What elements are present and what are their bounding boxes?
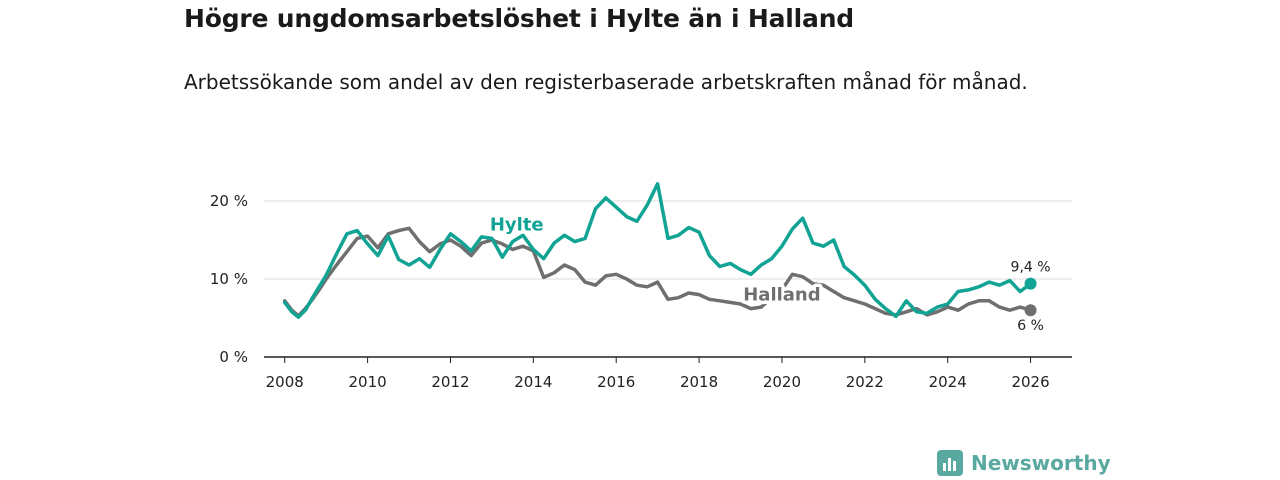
x-tick-label: 2008 (266, 373, 304, 391)
x-tick-label: 2022 (846, 373, 884, 391)
x-tick-label: 2012 (431, 373, 469, 391)
series-line-halland[interactable] (282, 226, 1033, 318)
x-tick-label: 2018 (680, 373, 718, 391)
x-tick-label: 2020 (763, 373, 801, 391)
x-tick-label: 2026 (1011, 373, 1049, 391)
series-end-value-hylte: 9,4 % (1011, 260, 1051, 276)
series-end-point-halland[interactable] (1024, 304, 1037, 317)
chart-subtitle: Arbetssökande som andel av den registerb… (184, 70, 1028, 94)
chart-title: Högre ungdomsarbetslöshet i Hylte än i H… (184, 4, 854, 33)
series-label-hylte: Hylte (490, 214, 544, 235)
brand-name: Newsworthy (971, 451, 1111, 475)
x-tick-label: 2024 (929, 373, 967, 391)
bar-chart-icon (937, 450, 963, 476)
x-tick-label: 2010 (348, 373, 386, 391)
x-tick-label: 2014 (514, 373, 552, 391)
series-line-hylte[interactable] (282, 182, 1033, 319)
series-end-point-hylte[interactable] (1024, 277, 1037, 290)
y-tick-label: 20 % (210, 192, 248, 210)
series-label-halland: Halland (743, 285, 820, 306)
x-tick-label: 2016 (597, 373, 635, 391)
newsworthy-logo[interactable]: Newsworthy (937, 450, 1111, 476)
series-end-value-halland: 6 % (1017, 318, 1044, 334)
y-tick-label: 0 % (219, 348, 248, 366)
y-tick-label: 10 % (210, 270, 248, 288)
